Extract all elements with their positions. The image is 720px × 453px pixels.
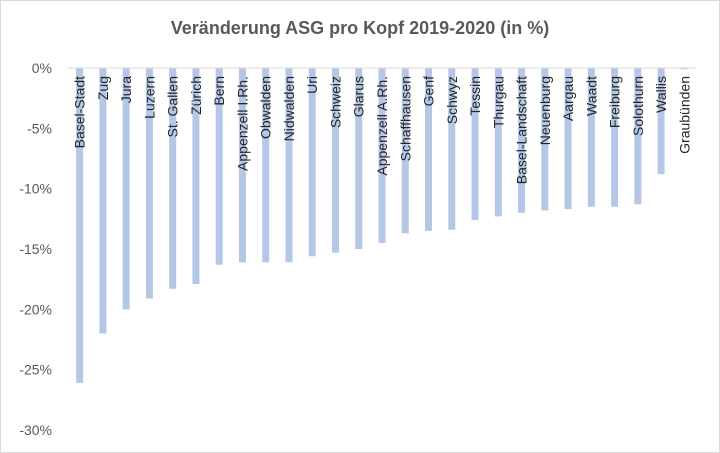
bar	[169, 68, 177, 289]
bar	[378, 68, 386, 243]
category-label: Thurgau	[490, 76, 506, 128]
category-label: Solothurn	[630, 76, 646, 136]
category-label: Graubünden	[676, 76, 692, 154]
bar	[145, 68, 153, 299]
category-label: Uri	[304, 76, 320, 94]
bar	[518, 68, 526, 213]
y-tick-label: -10%	[19, 181, 52, 197]
y-tick-label: -20%	[19, 301, 52, 317]
category-label: Obwalden	[258, 76, 274, 139]
bar	[238, 68, 246, 263]
category-label: Wallis	[653, 76, 669, 113]
bar	[308, 68, 316, 257]
y-tick-label: 0%	[32, 60, 52, 76]
bar	[331, 68, 339, 253]
bar	[285, 68, 293, 263]
bar	[564, 68, 572, 210]
bar	[541, 68, 549, 211]
chart-title: Veränderung ASG pro Kopf 2019-2020 (in %…	[170, 18, 550, 38]
bar	[99, 68, 107, 334]
bar	[76, 68, 84, 383]
category-label: Luzern	[141, 76, 157, 119]
category-label: Schwyz	[444, 76, 460, 124]
category-label: Basel-Landschaft	[514, 76, 530, 184]
bar	[122, 68, 130, 310]
category-label: Tessin	[467, 76, 483, 116]
bar	[425, 68, 433, 231]
category-label: Appenzell A.Rh.	[374, 76, 390, 176]
bar	[401, 68, 409, 234]
category-label: Bern	[211, 76, 227, 106]
category-label: Nidwalden	[281, 76, 297, 141]
category-label: Neuenburg	[537, 76, 553, 145]
y-tick-label: -5%	[27, 120, 52, 136]
bar	[494, 68, 502, 217]
category-label: Appenzell I.Rh.	[234, 76, 250, 171]
y-tick-label: -25%	[19, 362, 52, 378]
category-label: Schaffhausen	[397, 76, 413, 161]
bar	[680, 68, 688, 70]
y-tick-label: -30%	[19, 422, 52, 438]
category-label: Aargau	[560, 76, 576, 121]
category-label: Schweiz	[327, 76, 343, 128]
bar	[587, 68, 595, 207]
category-label: Freiburg	[607, 76, 623, 128]
category-label: Genf	[421, 76, 437, 106]
bar	[262, 68, 270, 263]
bar	[192, 68, 200, 284]
bar	[657, 68, 665, 175]
bar	[611, 68, 619, 207]
category-label: Basel-Stadt	[72, 76, 88, 148]
category-label: St. Gallen	[165, 76, 181, 137]
category-label: Zürich	[188, 76, 204, 115]
category-label: Jura	[118, 76, 134, 103]
bar	[471, 68, 479, 221]
category-label: Glarus	[351, 76, 367, 117]
category-label: Waadt	[583, 76, 599, 116]
bar	[634, 68, 642, 205]
bar	[355, 68, 363, 249]
bar	[215, 68, 223, 265]
category-label: Zug	[95, 76, 111, 100]
y-tick-label: -15%	[19, 241, 52, 257]
bar	[448, 68, 456, 230]
